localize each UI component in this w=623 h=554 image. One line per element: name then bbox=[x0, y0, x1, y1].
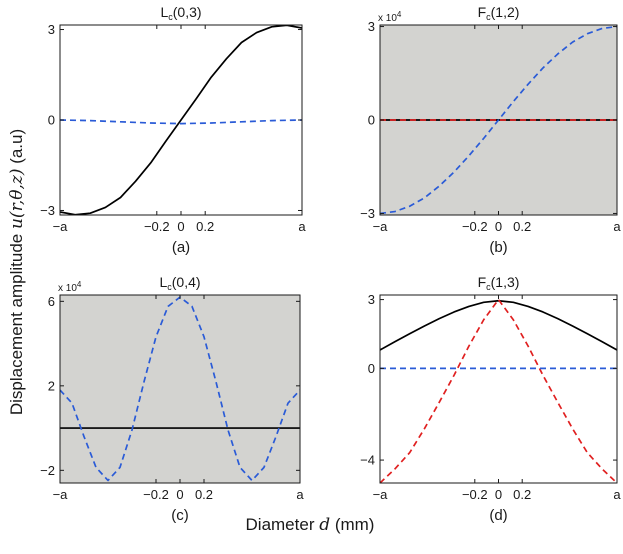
series-line-d-dashed-red bbox=[380, 298, 617, 483]
x-tick-label-d: 0.2 bbox=[513, 487, 531, 502]
x-tick-label-c: 0 bbox=[176, 487, 183, 502]
x-tick-label-b: a bbox=[613, 219, 621, 234]
plot-area-d bbox=[380, 295, 617, 483]
chart-title-main: L bbox=[160, 4, 168, 20]
scale-factor-label-b: x 104 bbox=[378, 10, 402, 24]
series-line-a-dashed bbox=[60, 119, 302, 125]
y-tick-label-d: 3 bbox=[368, 292, 375, 307]
series-group-d bbox=[380, 298, 617, 483]
chart-title-rest: (0,4) bbox=[172, 274, 201, 290]
x-tick-label-d: −0.2 bbox=[462, 487, 488, 502]
chart-title-a: Lc(0,3) bbox=[160, 4, 201, 22]
y-tick-label-c: 2 bbox=[48, 378, 55, 393]
y-tick-label-a: 0 bbox=[48, 113, 55, 128]
panel-c: −a −0.2 0 0.2 a 6 2 −2 Lc(0,4) x 104 (c) bbox=[40, 274, 304, 524]
series-group-b bbox=[380, 25, 617, 215]
y-axis-label: Displacement amplitude u(r,θ,z) (a.u) bbox=[7, 129, 27, 415]
y-axis-label-symbol: u(r,θ,z) bbox=[7, 169, 27, 229]
x-tick-label-d: 0 bbox=[495, 487, 502, 502]
chart-title-c: Lc(0,4) bbox=[159, 274, 200, 292]
x-tick-label-a: −a bbox=[53, 219, 69, 234]
y-tick-label-a: 3 bbox=[48, 22, 55, 37]
x-tick-label-c: 0.2 bbox=[195, 487, 213, 502]
chart-title-rest: (0,3) bbox=[173, 4, 202, 20]
scale-factor-base: x 10 bbox=[378, 13, 397, 24]
series-line-a-solid bbox=[60, 25, 302, 215]
y-tick-label-c: −2 bbox=[40, 463, 55, 478]
chart-title-subscript: c bbox=[486, 282, 491, 292]
x-tick-label-a: 0.2 bbox=[196, 219, 214, 234]
chart-title-main: F bbox=[478, 274, 487, 290]
chart-title-b: Fc(1,2) bbox=[478, 4, 520, 22]
x-tick-label-c: −0.2 bbox=[143, 487, 169, 502]
series-group-a bbox=[60, 25, 302, 215]
panel-a: −a −0.2 0 0.2 a 3 0 −3 Lc(0,3) (a) bbox=[40, 4, 306, 256]
x-axis-label-suffix: (mm) bbox=[330, 515, 374, 534]
series-line-b-dashed-blue bbox=[380, 25, 617, 215]
y-tick-label-d: −4 bbox=[360, 453, 375, 468]
x-tick-label-a: a bbox=[298, 219, 306, 234]
chart-title-d: Fc(1,3) bbox=[478, 274, 520, 292]
panel-d: −a −0.2 0 0.2 a 3 0 −4 Fc(1,3) (d) bbox=[360, 274, 621, 524]
y-tick-label-b: −3 bbox=[360, 206, 375, 221]
x-tick-label-d: −a bbox=[373, 487, 389, 502]
y-tick-label-b: 0 bbox=[368, 113, 375, 128]
x-tick-label-c: a bbox=[296, 487, 304, 502]
chart-title-subscript: c bbox=[168, 12, 173, 22]
panel-caption-a: (a) bbox=[172, 239, 190, 256]
chart-title-subscript: c bbox=[486, 12, 491, 22]
x-tick-label-b: −a bbox=[373, 219, 389, 234]
x-tick-label-a: −0.2 bbox=[144, 219, 170, 234]
panel-caption-c: (c) bbox=[171, 507, 189, 524]
chart-title-subscript: c bbox=[167, 282, 172, 292]
x-axis-label: Diameter d (mm) bbox=[246, 515, 375, 535]
y-axis-label-suffix: (a.u) bbox=[7, 129, 26, 169]
scale-factor-label-c: x 104 bbox=[58, 280, 82, 294]
x-tick-label-c: −a bbox=[53, 487, 69, 502]
scale-factor-exponent: 4 bbox=[77, 280, 82, 289]
x-tick-label-b: 0.2 bbox=[513, 219, 531, 234]
panel-b: −a −0.2 0 0.2 a 3 0 −3 Fc(1,2) x 104 (b) bbox=[360, 4, 621, 256]
x-tick-label-d: a bbox=[613, 487, 621, 502]
plot-area-c bbox=[60, 295, 300, 483]
x-tick-label-a: 0 bbox=[177, 219, 184, 234]
y-tick-label-a: −3 bbox=[40, 203, 55, 218]
x-tick-label-b: 0 bbox=[495, 219, 502, 234]
y-tick-label-c: 6 bbox=[48, 294, 55, 309]
chart-title-rest: (1,2) bbox=[491, 4, 520, 20]
panel-caption-d: (d) bbox=[489, 507, 507, 524]
x-tick-label-b: −0.2 bbox=[462, 219, 488, 234]
chart-title-rest: (1,3) bbox=[491, 274, 520, 290]
x-axis-label-symbol: d bbox=[319, 515, 330, 535]
chart-title-main: F bbox=[478, 4, 487, 20]
y-tick-label-d: 0 bbox=[368, 361, 375, 376]
scale-factor-exponent: 4 bbox=[397, 10, 402, 19]
chart-title-main: L bbox=[159, 274, 167, 290]
y-tick-label-b: 3 bbox=[368, 19, 375, 34]
scale-factor-base: x 10 bbox=[58, 283, 77, 294]
y-axis-label-prefix: Displacement amplitude bbox=[7, 229, 26, 415]
panels: −a −0.2 0 0.2 a30−3Lc(0,3)(a)−a −0.2 0 0.2 a30−3… bbox=[40, 4, 621, 524]
panel-caption-b: (b) bbox=[489, 239, 507, 256]
x-axis-label-prefix: Diameter bbox=[246, 515, 320, 534]
